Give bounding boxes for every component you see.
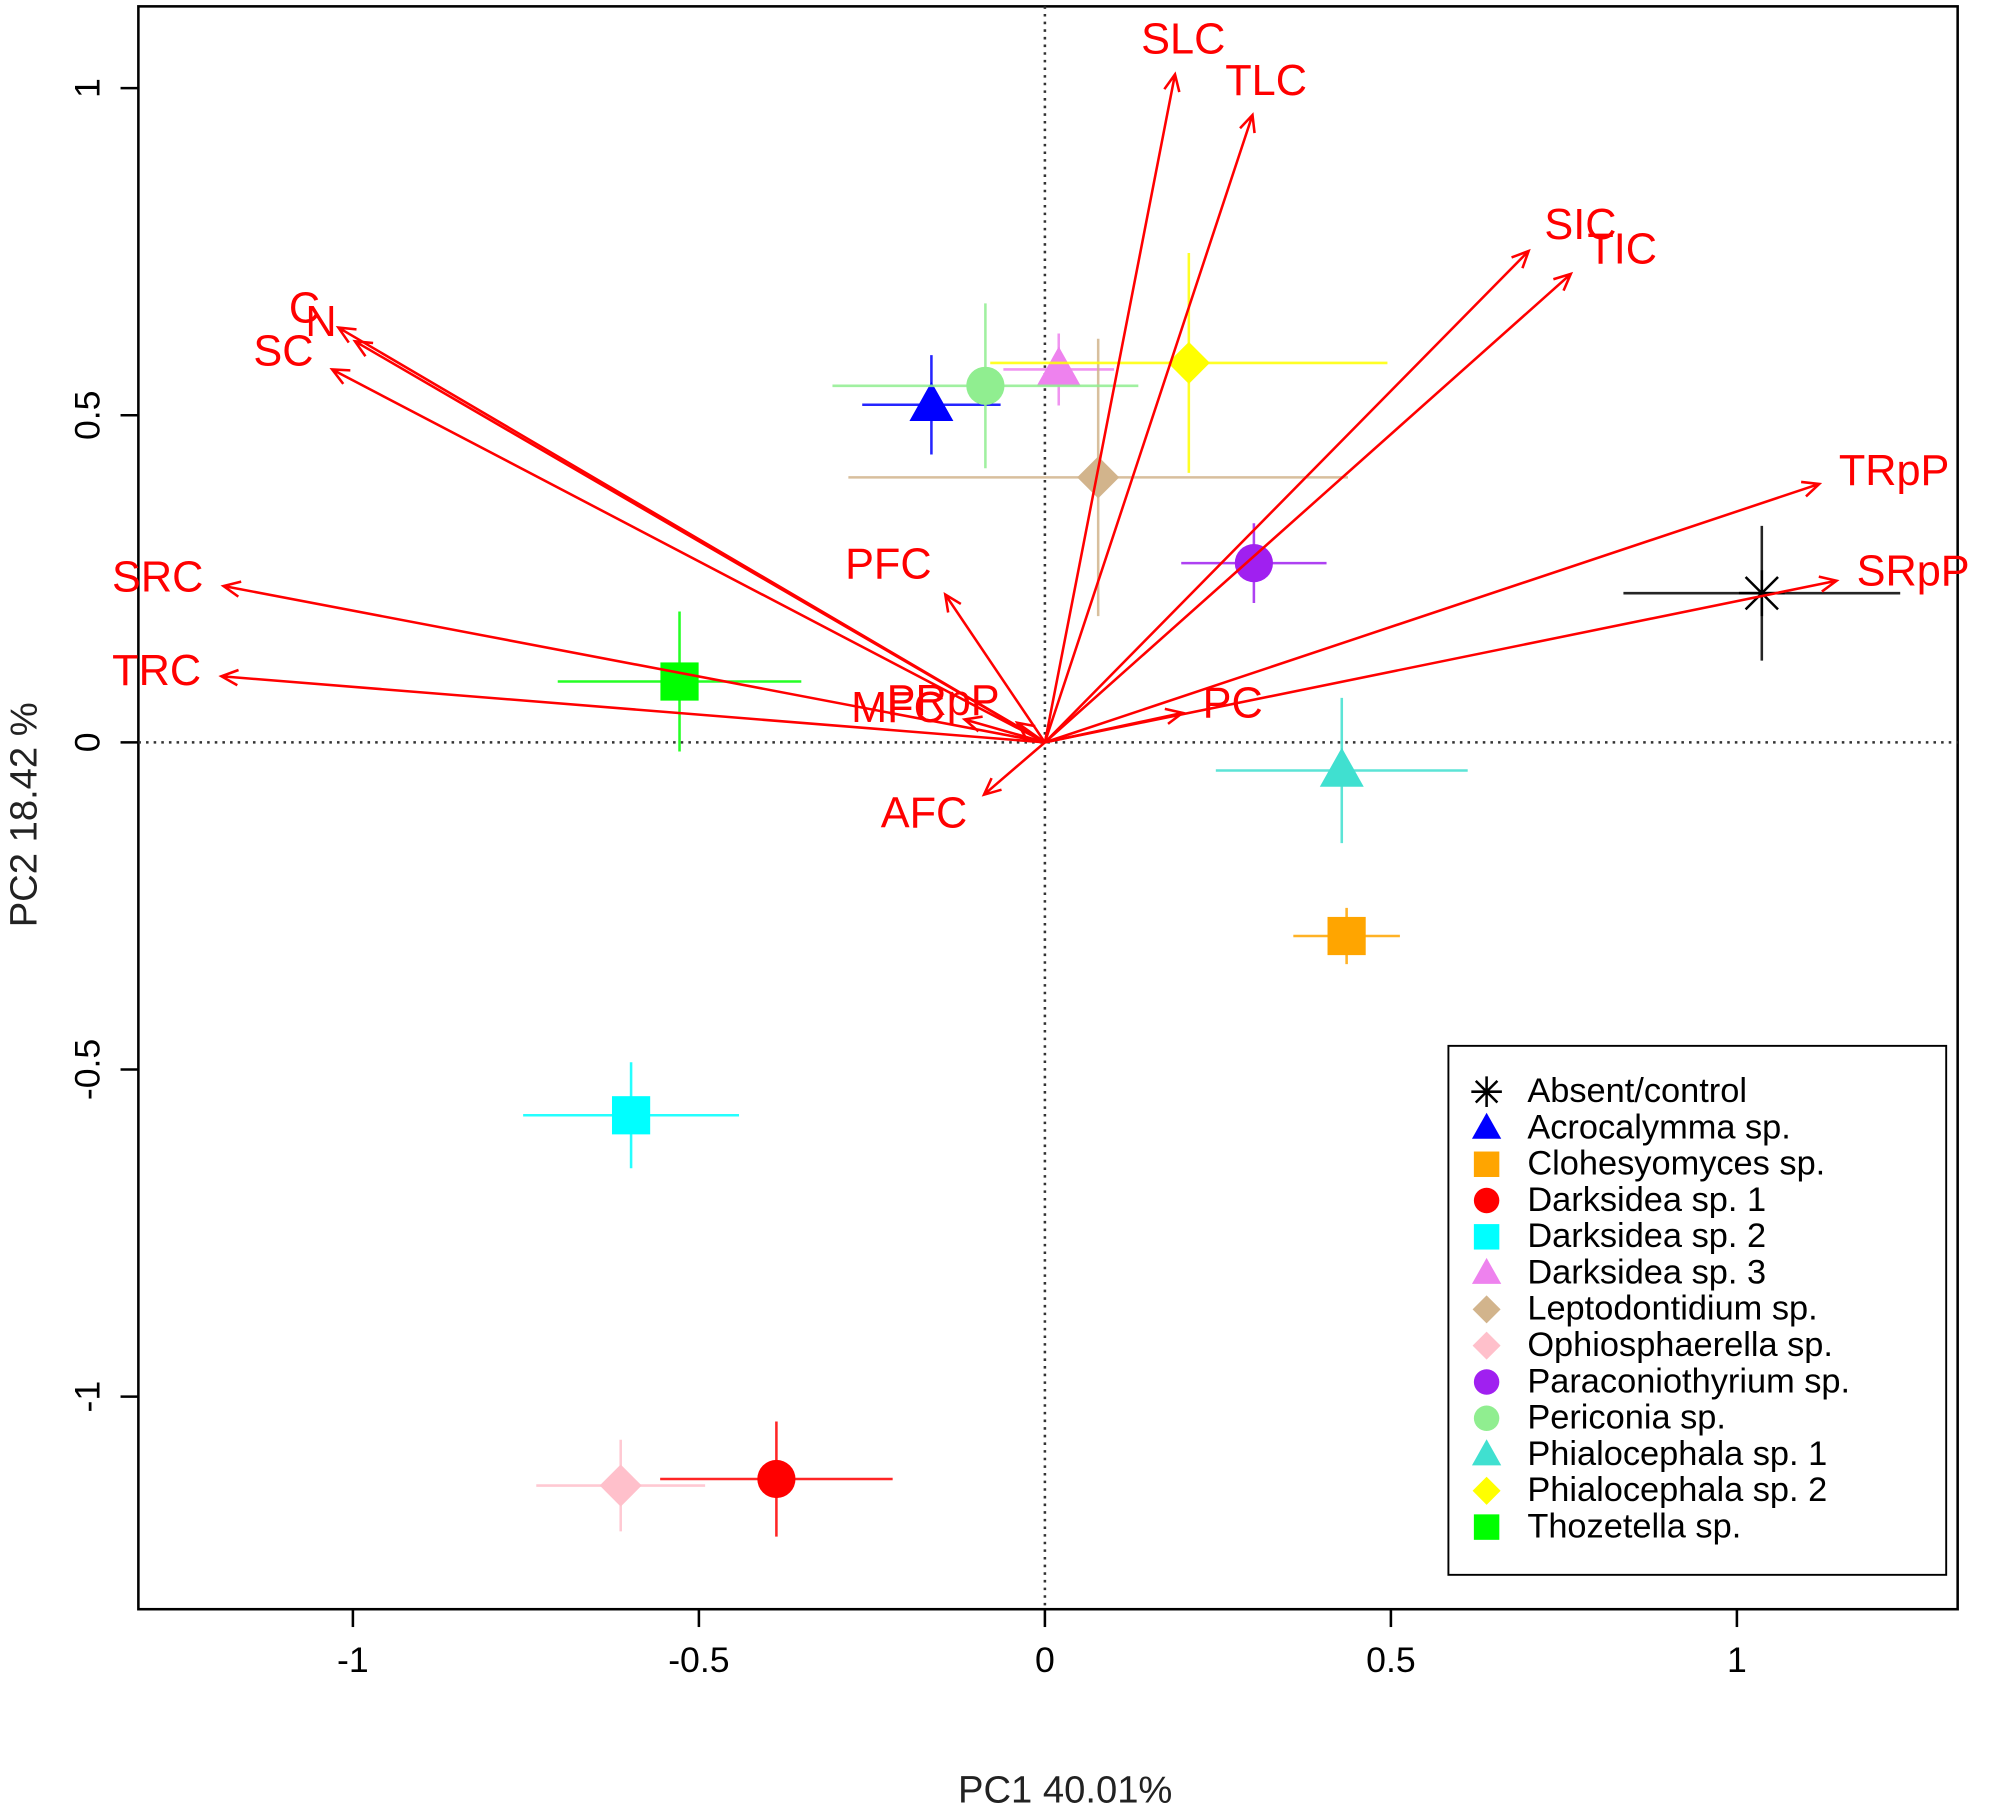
y-tick-label: 0.5 — [67, 390, 107, 440]
arrow-label: TLC — [1225, 57, 1307, 105]
x-tick-label: 1 — [1727, 1640, 1747, 1680]
legend-label: Periconia sp. — [1527, 1399, 1726, 1437]
legend-marker — [1473, 1405, 1500, 1431]
arrow-label: SRpP — [1857, 548, 1970, 596]
x-tick-label: 0 — [1035, 1640, 1055, 1680]
arrow-label: SRC — [112, 553, 203, 601]
loading-arrow — [1044, 271, 1574, 744]
point — [909, 381, 954, 422]
y-tick-label: 0 — [67, 732, 107, 752]
arrow-label: C — [289, 284, 320, 332]
legend-label: Phialocephala sp. 2 — [1527, 1471, 1827, 1509]
legend-label: Phialocephala sp. 1 — [1527, 1435, 1827, 1473]
loading-arrow — [943, 591, 1046, 744]
point — [757, 1459, 796, 1499]
arrow-label: PC — [1203, 679, 1263, 727]
arrow-label: TIC — [1587, 225, 1657, 273]
point — [1036, 346, 1081, 386]
legend-label: Leptodontidium sp. — [1527, 1290, 1817, 1328]
y-axis-label: PC2 18.42 % — [2, 702, 45, 927]
point — [1319, 747, 1364, 787]
point — [660, 662, 699, 701]
point — [1327, 916, 1366, 956]
arrow-label: TRC — [112, 647, 201, 695]
legend-box — [1447, 1044, 1948, 1576]
legend-label: Darksidea sp. 1 — [1527, 1181, 1766, 1219]
legend-label: Darksidea sp. 2 — [1527, 1217, 1766, 1255]
arrow-label: SC — [253, 328, 313, 376]
legend-marker — [1473, 1187, 1500, 1214]
loading-arrow — [1044, 480, 1823, 744]
point — [1167, 341, 1210, 384]
loading-arrow — [1043, 71, 1181, 743]
plot-frame — [137, 5, 1959, 1611]
x-tick-label: -1 — [337, 1640, 369, 1680]
x-axis-label: PC1 40.01% — [958, 1769, 1172, 1812]
legend-label: Darksidea sp. 3 — [1527, 1253, 1766, 1291]
loading-arrow — [1044, 707, 1186, 744]
legend-label: Acrocalymma sp. — [1527, 1108, 1790, 1146]
loading-arrow — [218, 668, 1046, 744]
legend-marker — [1471, 1076, 1502, 1107]
y-tick-label: -1 — [67, 1381, 107, 1413]
loading-arrow — [329, 368, 1046, 744]
legend-marker — [1471, 1439, 1502, 1466]
legend-marker — [1473, 1151, 1500, 1177]
arrow-label: PFC — [845, 541, 932, 589]
legend-label: Ophiosphaerella sp. — [1527, 1326, 1833, 1364]
legend-marker — [1471, 1112, 1502, 1139]
arrow-label: SIC — [1544, 201, 1616, 249]
y-tick-label: -0.5 — [67, 1039, 107, 1100]
point — [1234, 544, 1273, 583]
loading-arrow — [1043, 112, 1256, 743]
legend-label: Absent/control — [1527, 1072, 1747, 1110]
legend-marker — [1473, 1514, 1500, 1540]
legend-label: Paraconiothyrium sp. — [1527, 1362, 1850, 1400]
loading-arrow — [981, 741, 1046, 797]
x-tick-label: 0.5 — [1366, 1640, 1416, 1680]
point — [1738, 570, 1785, 617]
loading-arrow — [352, 339, 1046, 744]
loading-arrow — [1043, 248, 1531, 744]
legend-label: Thozetella sp. — [1527, 1507, 1741, 1545]
arrow-label: N — [305, 298, 336, 346]
legend-marker — [1471, 1257, 1502, 1284]
point — [1077, 456, 1120, 499]
y-tick-label: 1 — [67, 78, 107, 98]
arrow-label: SLC — [1141, 15, 1225, 63]
loading-arrow — [220, 580, 1046, 744]
point — [599, 1464, 642, 1507]
x-tick-label: -0.5 — [668, 1640, 729, 1680]
arrow-label: TRpP — [1839, 447, 1950, 495]
legend-marker — [1473, 1369, 1500, 1395]
point — [966, 366, 1005, 405]
point — [611, 1096, 651, 1135]
arrow-label: AFC — [881, 790, 968, 838]
legend-label: Clohesyomyces sp. — [1527, 1145, 1825, 1183]
legend-marker — [1473, 1224, 1500, 1250]
